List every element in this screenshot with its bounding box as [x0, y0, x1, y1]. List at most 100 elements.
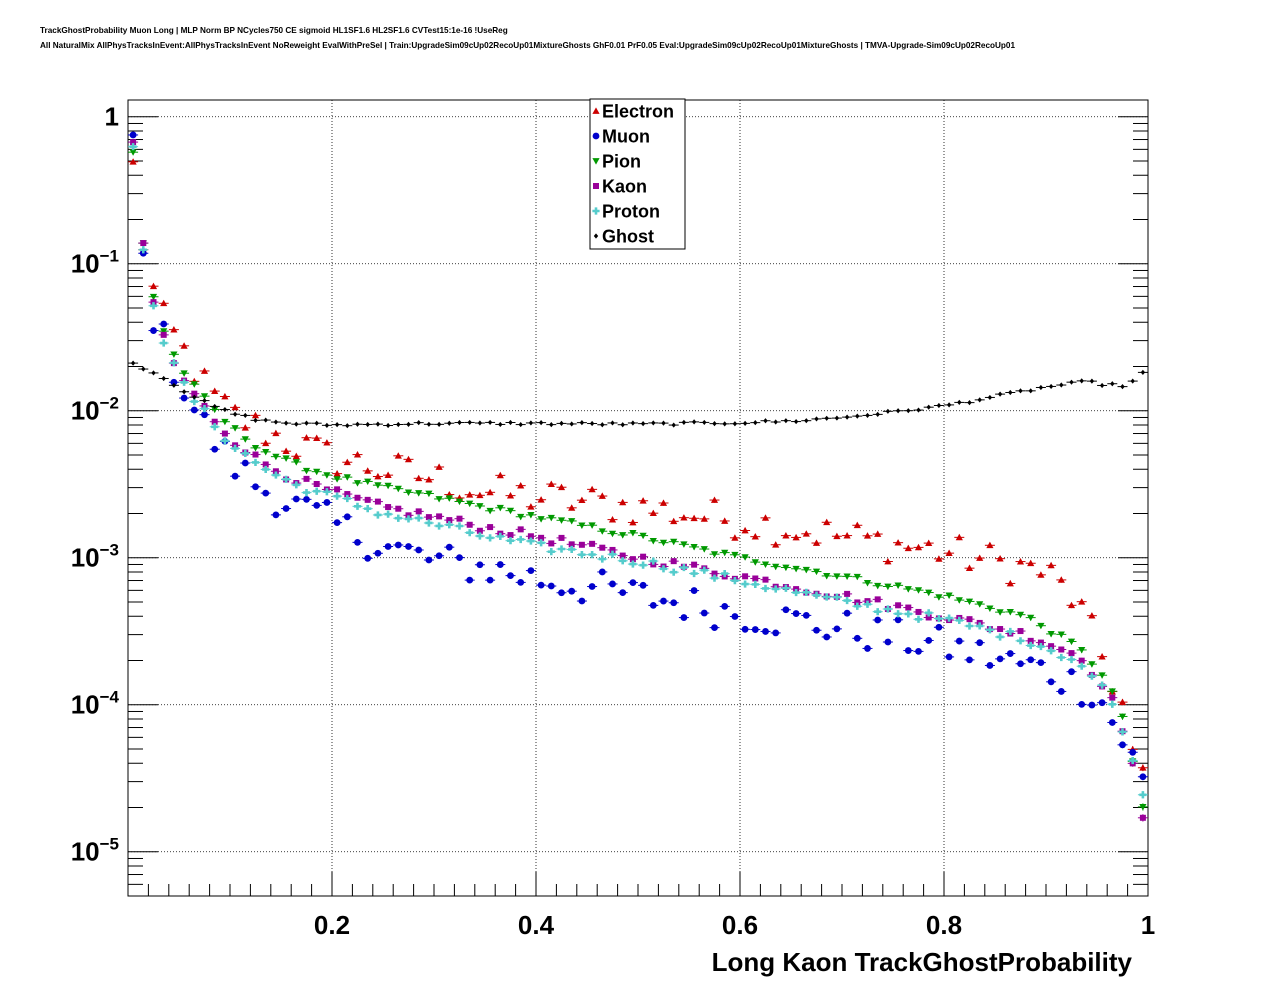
- data-point: [824, 415, 829, 421]
- data-point: [487, 419, 493, 426]
- data-point: [374, 472, 382, 480]
- data-point: [670, 599, 678, 607]
- data-point: [323, 439, 331, 446]
- data-point: [712, 421, 717, 427]
- legend-item-electron: Electron: [592, 102, 674, 122]
- data-point: [619, 589, 627, 597]
- data-point: [905, 604, 912, 611]
- data-point: [700, 546, 708, 553]
- data-point: [252, 451, 259, 458]
- data-point: [190, 406, 198, 414]
- data-point: [651, 420, 656, 426]
- data-point: [741, 625, 749, 633]
- legend-marker: [592, 158, 600, 165]
- data-point: [313, 434, 321, 441]
- data-point: [455, 498, 464, 506]
- data-point: [221, 418, 229, 426]
- data-point: [1027, 559, 1035, 567]
- data-point: [282, 447, 290, 455]
- data-point: [802, 588, 810, 596]
- y-tick-label: 10−2: [71, 394, 119, 426]
- data-point: [833, 625, 841, 633]
- data-point: [353, 480, 362, 487]
- data-point: [690, 569, 698, 578]
- data-point: [496, 561, 504, 568]
- data-point: [874, 608, 882, 616]
- data-point: [722, 421, 727, 427]
- legend-item-muon: Muon: [592, 127, 650, 147]
- data-point: [773, 419, 778, 425]
- data-point: [578, 541, 585, 548]
- data-point: [466, 491, 474, 498]
- data-point: [691, 419, 697, 425]
- data-point: [345, 423, 350, 429]
- data-point: [814, 416, 819, 422]
- data-point: [1027, 614, 1035, 622]
- data-point: [445, 543, 453, 551]
- data-point: [875, 411, 880, 417]
- data-point: [211, 387, 219, 394]
- data-point: [884, 557, 892, 565]
- data-point: [936, 402, 942, 409]
- x-tick-label: 0.4: [518, 910, 555, 940]
- data-point: [415, 514, 423, 522]
- data-point: [955, 616, 963, 624]
- data-point: [538, 534, 545, 541]
- data-point: [506, 537, 515, 545]
- data-point: [639, 561, 647, 569]
- data-point: [711, 570, 718, 577]
- data-point: [211, 445, 219, 453]
- data-point: [547, 548, 555, 556]
- data-point: [1028, 388, 1033, 394]
- data-point: [1047, 678, 1055, 686]
- data-point: [874, 616, 882, 624]
- legend-marker: [592, 207, 600, 215]
- data-point: [557, 545, 566, 553]
- data-point: [436, 513, 443, 520]
- data-point: [1079, 378, 1084, 384]
- data-point: [751, 559, 759, 566]
- x-axis-label: Long Kaon TrackGhostProbability: [712, 947, 1133, 977]
- data-point: [945, 592, 953, 599]
- axis-labels: 0.2 0.4 0.6 0.8 1 1 10−1 10−2 10−3 10−4 10−5 Long K…: [71, 102, 1156, 977]
- data-point: [863, 600, 872, 608]
- data-point: [436, 421, 442, 427]
- data-point: [537, 516, 545, 523]
- legend-label: Muon: [602, 127, 650, 147]
- data-point: [925, 539, 933, 546]
- data-point: [149, 282, 158, 290]
- data-point: [1078, 598, 1086, 605]
- data-point: [160, 299, 168, 307]
- data-point: [231, 444, 239, 453]
- data-point: [1037, 622, 1045, 630]
- data-point: [1088, 612, 1096, 619]
- data-point: [149, 293, 158, 301]
- data-point: [904, 610, 912, 618]
- data-point: [476, 527, 483, 534]
- data-point: [853, 634, 861, 642]
- data-point: [670, 558, 677, 565]
- data-point: [843, 609, 851, 617]
- data-point: [925, 637, 933, 644]
- data-point: [957, 399, 962, 406]
- legend-marker: [593, 233, 599, 239]
- data-point: [569, 421, 574, 427]
- data-point: [1016, 637, 1025, 645]
- chart-subtitle: All NaturalMix AllPhysTracksInEvent:AllP…: [40, 41, 1016, 50]
- series-muon: [128, 131, 1148, 781]
- data-point: [415, 474, 423, 482]
- data-point: [568, 541, 575, 548]
- data-point: [486, 576, 494, 584]
- data-point: [129, 143, 137, 151]
- data-point: [241, 449, 249, 458]
- data-point: [997, 626, 1004, 633]
- data-point: [1110, 381, 1115, 387]
- data-point: [1027, 656, 1035, 664]
- legend-box: [589, 98, 686, 250]
- data-point: [343, 458, 351, 466]
- data-point: [802, 530, 810, 537]
- data-point: [527, 533, 534, 540]
- data-point: [1089, 378, 1095, 384]
- data-point: [344, 491, 351, 498]
